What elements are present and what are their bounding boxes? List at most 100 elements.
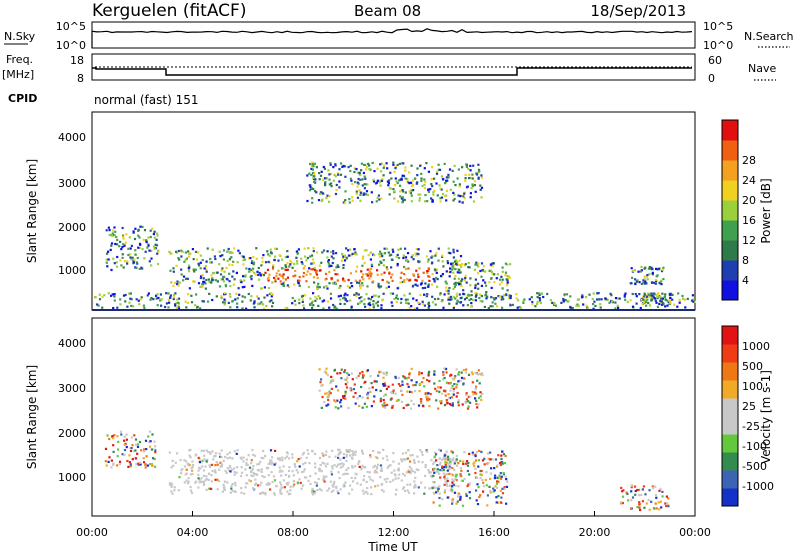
colorbar-tick: 20 xyxy=(742,194,756,207)
range-cell xyxy=(133,450,136,453)
range-cell xyxy=(472,164,475,167)
range-cell xyxy=(236,449,239,452)
range-cell xyxy=(639,306,642,310)
range-cell xyxy=(287,493,290,496)
freq-panel-frame xyxy=(91,53,696,81)
range-cell xyxy=(452,457,455,460)
range-cell xyxy=(257,273,260,276)
range-cell xyxy=(477,262,480,265)
range-cell xyxy=(259,492,262,495)
range-cell xyxy=(451,262,455,265)
range-cell xyxy=(482,481,485,484)
range-cell xyxy=(153,247,156,250)
range-cell xyxy=(189,489,193,492)
range-cell xyxy=(446,473,449,476)
colorbar-swatch xyxy=(722,362,738,381)
range-cell xyxy=(407,403,410,406)
range-cell xyxy=(617,306,620,309)
range-cell xyxy=(495,482,499,485)
range-cell xyxy=(330,277,333,280)
range-cell xyxy=(219,255,222,258)
range-cell xyxy=(383,164,386,167)
range-cell xyxy=(459,472,462,476)
range-cell xyxy=(460,371,463,374)
range-cell xyxy=(634,293,637,296)
range-cell xyxy=(476,483,479,486)
range-cell xyxy=(141,248,144,251)
range-cell xyxy=(389,171,392,174)
range-cell xyxy=(403,273,406,276)
range-cell xyxy=(474,459,478,462)
range-cell xyxy=(427,285,430,288)
range-cell xyxy=(495,496,498,499)
range-cell xyxy=(354,477,357,480)
range-cell xyxy=(330,264,333,267)
range-cell xyxy=(509,294,512,298)
range-cell xyxy=(638,494,641,497)
range-cell xyxy=(314,190,317,193)
range-cell xyxy=(652,281,655,284)
range-cell xyxy=(178,258,181,261)
range-cell xyxy=(115,261,118,264)
range-cell xyxy=(435,399,438,402)
colorbar-swatch xyxy=(722,240,738,261)
range-cell xyxy=(257,297,260,300)
range-cell xyxy=(430,197,433,200)
range-cell xyxy=(453,260,456,263)
range-cell xyxy=(437,448,441,451)
range-cell xyxy=(417,260,420,263)
range-cell xyxy=(251,284,254,287)
range-cell xyxy=(427,190,431,193)
range-cell xyxy=(403,486,406,489)
range-cell xyxy=(440,274,443,278)
range-cell xyxy=(150,257,153,260)
range-cell xyxy=(391,292,395,295)
range-cell xyxy=(392,460,395,463)
range-cell xyxy=(629,282,632,285)
colorbar-tick: 16 xyxy=(742,214,756,227)
range-cell xyxy=(152,233,155,236)
range-cell xyxy=(311,489,314,492)
range-cell xyxy=(498,295,501,298)
range-cell xyxy=(344,481,347,484)
range-cell xyxy=(203,454,206,457)
range-cell xyxy=(654,282,657,285)
range-cell xyxy=(349,164,352,167)
range-cell xyxy=(456,299,459,302)
range-cell xyxy=(289,492,292,495)
range-cell xyxy=(655,301,658,304)
range-cell xyxy=(317,199,321,202)
range-cell xyxy=(373,395,376,398)
range-cell xyxy=(454,268,457,271)
range-cell xyxy=(501,462,504,465)
range-cell xyxy=(522,301,525,304)
range-cell xyxy=(385,286,388,290)
range-cell xyxy=(340,405,343,408)
range-cell xyxy=(461,403,464,406)
range-cell xyxy=(475,399,478,402)
range-cell xyxy=(634,489,637,493)
range-cell xyxy=(366,369,369,372)
range-cell xyxy=(168,250,171,253)
range-cell xyxy=(328,173,331,176)
range-cell xyxy=(310,187,313,190)
range-cell xyxy=(296,471,300,474)
range-cell xyxy=(342,164,345,168)
range-cell xyxy=(407,260,410,263)
range-cell xyxy=(334,164,337,167)
range-cell xyxy=(104,447,108,450)
range-cell xyxy=(268,300,271,303)
range-cell xyxy=(376,269,379,272)
range-cell xyxy=(291,302,294,305)
range-cell xyxy=(456,177,459,180)
range-cell xyxy=(216,463,219,466)
range-cell xyxy=(118,460,122,463)
range-cell xyxy=(471,185,474,188)
range-cell xyxy=(383,271,386,274)
range-cell xyxy=(237,287,240,290)
range-cell xyxy=(332,482,335,486)
range-cell xyxy=(456,495,460,498)
range-cell xyxy=(364,177,367,180)
range-cell xyxy=(443,162,446,165)
range-cell xyxy=(249,257,252,260)
